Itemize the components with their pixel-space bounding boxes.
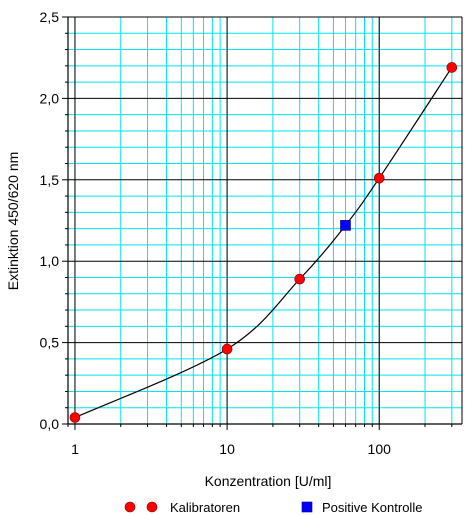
legend-kalibratoren-marker-2 [146, 501, 158, 513]
legend-positive-kontrolle-label: Positive Kontrolle [322, 500, 422, 515]
legend-positive-kontrolle-marker [301, 501, 313, 513]
y-tick-label: 1,5 [40, 172, 60, 188]
y-tick-label: 0,0 [40, 416, 60, 432]
kalibrator-point [69, 412, 81, 423]
x-axis-title: Konzentration [U/ml] [205, 473, 332, 489]
y-tick-label: 0,5 [40, 335, 60, 351]
legend-kalibratoren-label: Kalibratoren [170, 500, 240, 515]
axes [62, 16, 463, 430]
y-tick-label: 2,5 [40, 9, 60, 25]
kalibrator-point [221, 343, 233, 355]
kalibrator-point [373, 172, 385, 184]
kalibrator-point [294, 273, 305, 285]
x-tick-label: 1 [71, 441, 79, 457]
fitted-curve [74, 67, 453, 419]
legend: Kalibratoren Positive Kontrolle [124, 500, 422, 515]
kalibrator-point [446, 62, 458, 73]
positive-kontrolle-point [340, 220, 351, 231]
x-tick-label: 100 [368, 441, 392, 457]
legend-kalibratoren-marker-1 [124, 501, 136, 513]
y-tick-label: 1,0 [40, 253, 60, 269]
tick-labels: 0,0 0,5 1,0 1,5 2,0 2,5 1 10 100 [40, 9, 392, 457]
y-tick-label: 2,0 [40, 90, 60, 106]
grid [67, 16, 462, 425]
data-points [69, 62, 458, 423]
calibration-curve [74, 67, 453, 419]
y-axis-title: Extinktion 450/620 nm [5, 152, 21, 291]
x-tick-label: 10 [219, 441, 235, 457]
